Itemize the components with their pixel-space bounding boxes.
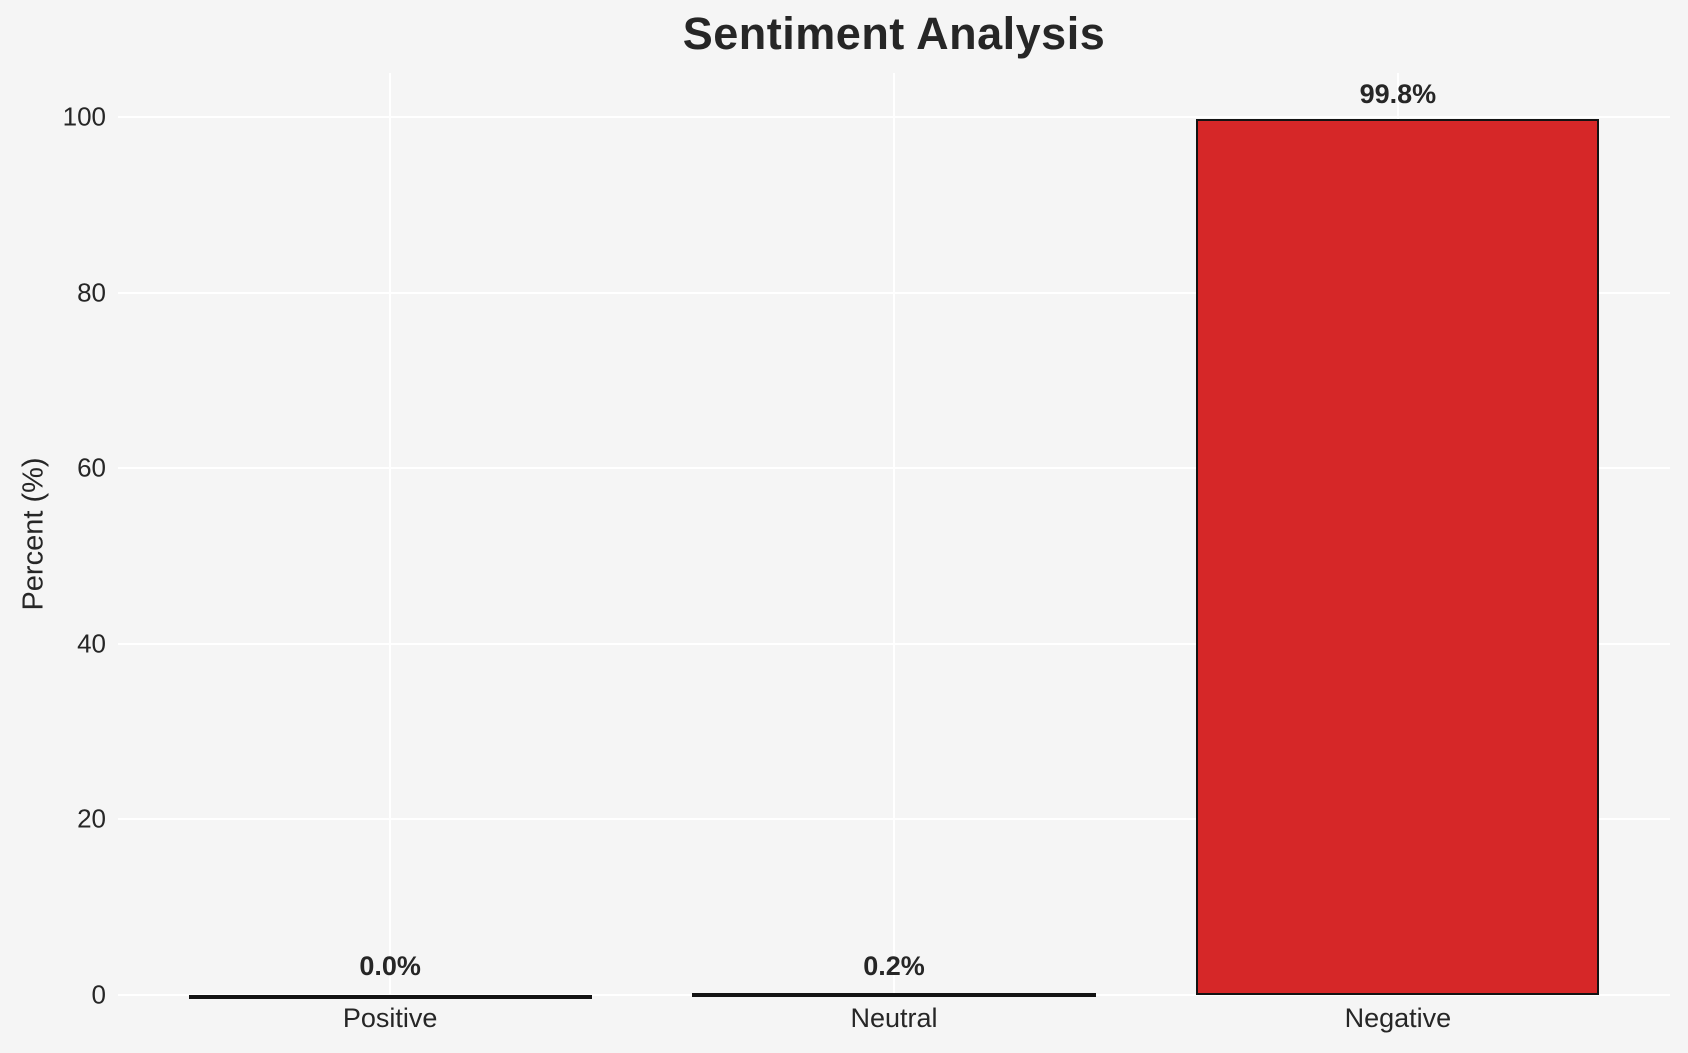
y-tick-label: 20	[77, 803, 106, 834]
x-category-label: Neutral	[850, 1003, 938, 1033]
y-tick-label: 40	[77, 628, 106, 659]
chart-title: Sentiment Analysis	[682, 8, 1106, 59]
bar	[1196, 118, 1600, 995]
bar	[692, 993, 1096, 998]
x-gridline	[389, 73, 392, 995]
y-tick-label: 80	[77, 277, 106, 308]
y-tick-label: 100	[62, 101, 106, 132]
bar-value-label: 0.0%	[359, 951, 421, 981]
x-gridline	[893, 73, 895, 995]
x-category-label: Negative	[1344, 1003, 1452, 1033]
y-tick-label: 60	[77, 452, 106, 483]
y-tick-label: 0	[91, 979, 106, 1010]
bar	[188, 995, 592, 999]
bar-value-label: 0.2%	[863, 951, 925, 981]
y-axis-label: Percent (%)	[17, 457, 50, 611]
x-category-label: Positive	[342, 1003, 438, 1033]
bar-value-label: 99.8%	[1359, 78, 1437, 109]
